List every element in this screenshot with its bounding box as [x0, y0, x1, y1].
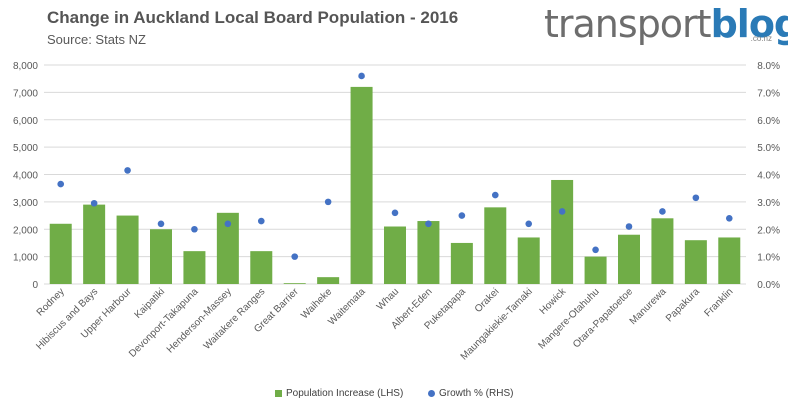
growth-dot [692, 194, 700, 202]
legend-item-growth: Growth % (RHS) [428, 388, 513, 399]
x-axis-label: Hibiscus and Bays [34, 286, 100, 352]
population-chart: 0 1,000 2,000 3,000 4,000 5,000 6,000 7,000 8,00… [13, 61, 780, 363]
left-axis-ticks: 0 1,000 2,000 3,000 4,000 5,000 6,000 7,000 8,00… [13, 61, 38, 291]
right-tick-label: 0.0% [757, 280, 780, 291]
bar [417, 221, 440, 284]
x-axis-label: Manurewa [628, 286, 669, 327]
x-axis-label: Whau [375, 286, 401, 312]
x-axis-label: Howick [538, 286, 569, 317]
logo-text-transport: transport [544, 2, 712, 46]
growth-dot [224, 220, 232, 228]
growth-dot [124, 167, 131, 174]
transportblog-logo: transportblog .co.nz [544, 2, 788, 46]
left-tick-label: 5,000 [13, 143, 38, 154]
bar [116, 215, 139, 284]
bar [250, 251, 273, 284]
left-tick-label: 6,000 [13, 116, 38, 127]
x-axis-label: Waitakere Ranges [202, 286, 268, 352]
growth-dot [625, 223, 633, 230]
chart-subtitle: Source: Stats NZ [47, 32, 146, 47]
right-tick-label: 8.0% [757, 61, 780, 72]
bar [551, 179, 574, 284]
x-axis-label: Henderson-Massey [165, 286, 234, 355]
left-tick-label: 3,000 [13, 198, 38, 209]
left-tick-label: 0 [32, 280, 38, 291]
bar [684, 240, 707, 284]
growth-dot [358, 72, 365, 80]
right-tick-label: 1.0% [757, 253, 780, 264]
x-axis-label: Franklin [702, 286, 735, 319]
left-tick-label: 4,000 [13, 171, 38, 182]
bar [718, 237, 741, 284]
bar [651, 218, 674, 284]
dot-series [57, 72, 733, 260]
x-axis-label: Otara-Papatoetoe [571, 286, 635, 350]
growth-dot [458, 212, 466, 219]
growth-dot [659, 208, 666, 215]
right-axis-ticks: 0.0% 1.0% 2.0% 3.0% 4.0% 5.0% 6.0% 7.0% 8.0% [757, 61, 780, 291]
logo-wordmark: transportblog [544, 2, 788, 46]
legend: Population Increase (LHS) Growth % (RHS) [0, 388, 788, 404]
bar [317, 277, 340, 284]
legend-dot-swatch [428, 390, 435, 397]
left-tick-label: 7,000 [13, 88, 38, 99]
logo-text-blog: blog [710, 2, 788, 46]
legend-label-population: Population Increase (LHS) [286, 388, 404, 399]
growth-dot [257, 217, 265, 225]
x-axis-label: Waitemata [326, 286, 368, 328]
growth-dot [558, 208, 566, 215]
growth-dot [491, 191, 499, 199]
growth-dot [157, 220, 165, 228]
x-axis-label: Rodney [35, 286, 67, 318]
bar [450, 242, 473, 284]
x-axis-label: Orakei [473, 286, 502, 315]
growth-dot [592, 246, 599, 254]
growth-dot [525, 220, 533, 228]
bar-series [49, 86, 741, 285]
growth-dot [324, 198, 332, 206]
growth-dot [90, 199, 98, 207]
logo-domain: .co.nz [750, 34, 772, 43]
x-axis-label: Kaipatiki [133, 286, 168, 321]
growth-dot [391, 209, 399, 217]
bar [384, 226, 406, 284]
legend-label-growth: Growth % (RHS) [439, 388, 514, 399]
bar [350, 86, 373, 285]
growth-dot [57, 180, 65, 188]
bar [484, 207, 507, 284]
left-tick-label: 8,000 [13, 61, 38, 72]
bar [150, 229, 172, 284]
x-axis-label: Mangere-Otahuhu [537, 286, 602, 351]
bar [83, 204, 106, 284]
right-tick-label: 7.0% [757, 88, 780, 99]
right-tick-label: 5.0% [757, 143, 780, 154]
bar [283, 283, 306, 284]
right-tick-label: 6.0% [757, 116, 780, 127]
growth-dot [725, 215, 733, 222]
growth-dot [291, 253, 299, 260]
bar [49, 223, 72, 284]
bar [216, 212, 239, 284]
bar [517, 237, 540, 284]
bar [183, 251, 206, 284]
bar [584, 256, 607, 284]
x-axis-label: Papakura [664, 286, 702, 324]
left-tick-label: 2,000 [13, 225, 38, 236]
right-tick-label: 4.0% [757, 171, 780, 182]
legend-bar-swatch [275, 390, 282, 397]
right-tick-label: 3.0% [757, 198, 780, 209]
growth-dot [191, 225, 198, 233]
growth-dot [425, 220, 432, 228]
legend-item-population: Population Increase (LHS) [275, 388, 403, 399]
bar [618, 234, 640, 284]
chart-title: Change in Auckland Local Board Populatio… [47, 8, 459, 27]
left-tick-label: 1,000 [13, 253, 38, 264]
right-tick-label: 2.0% [757, 225, 780, 236]
